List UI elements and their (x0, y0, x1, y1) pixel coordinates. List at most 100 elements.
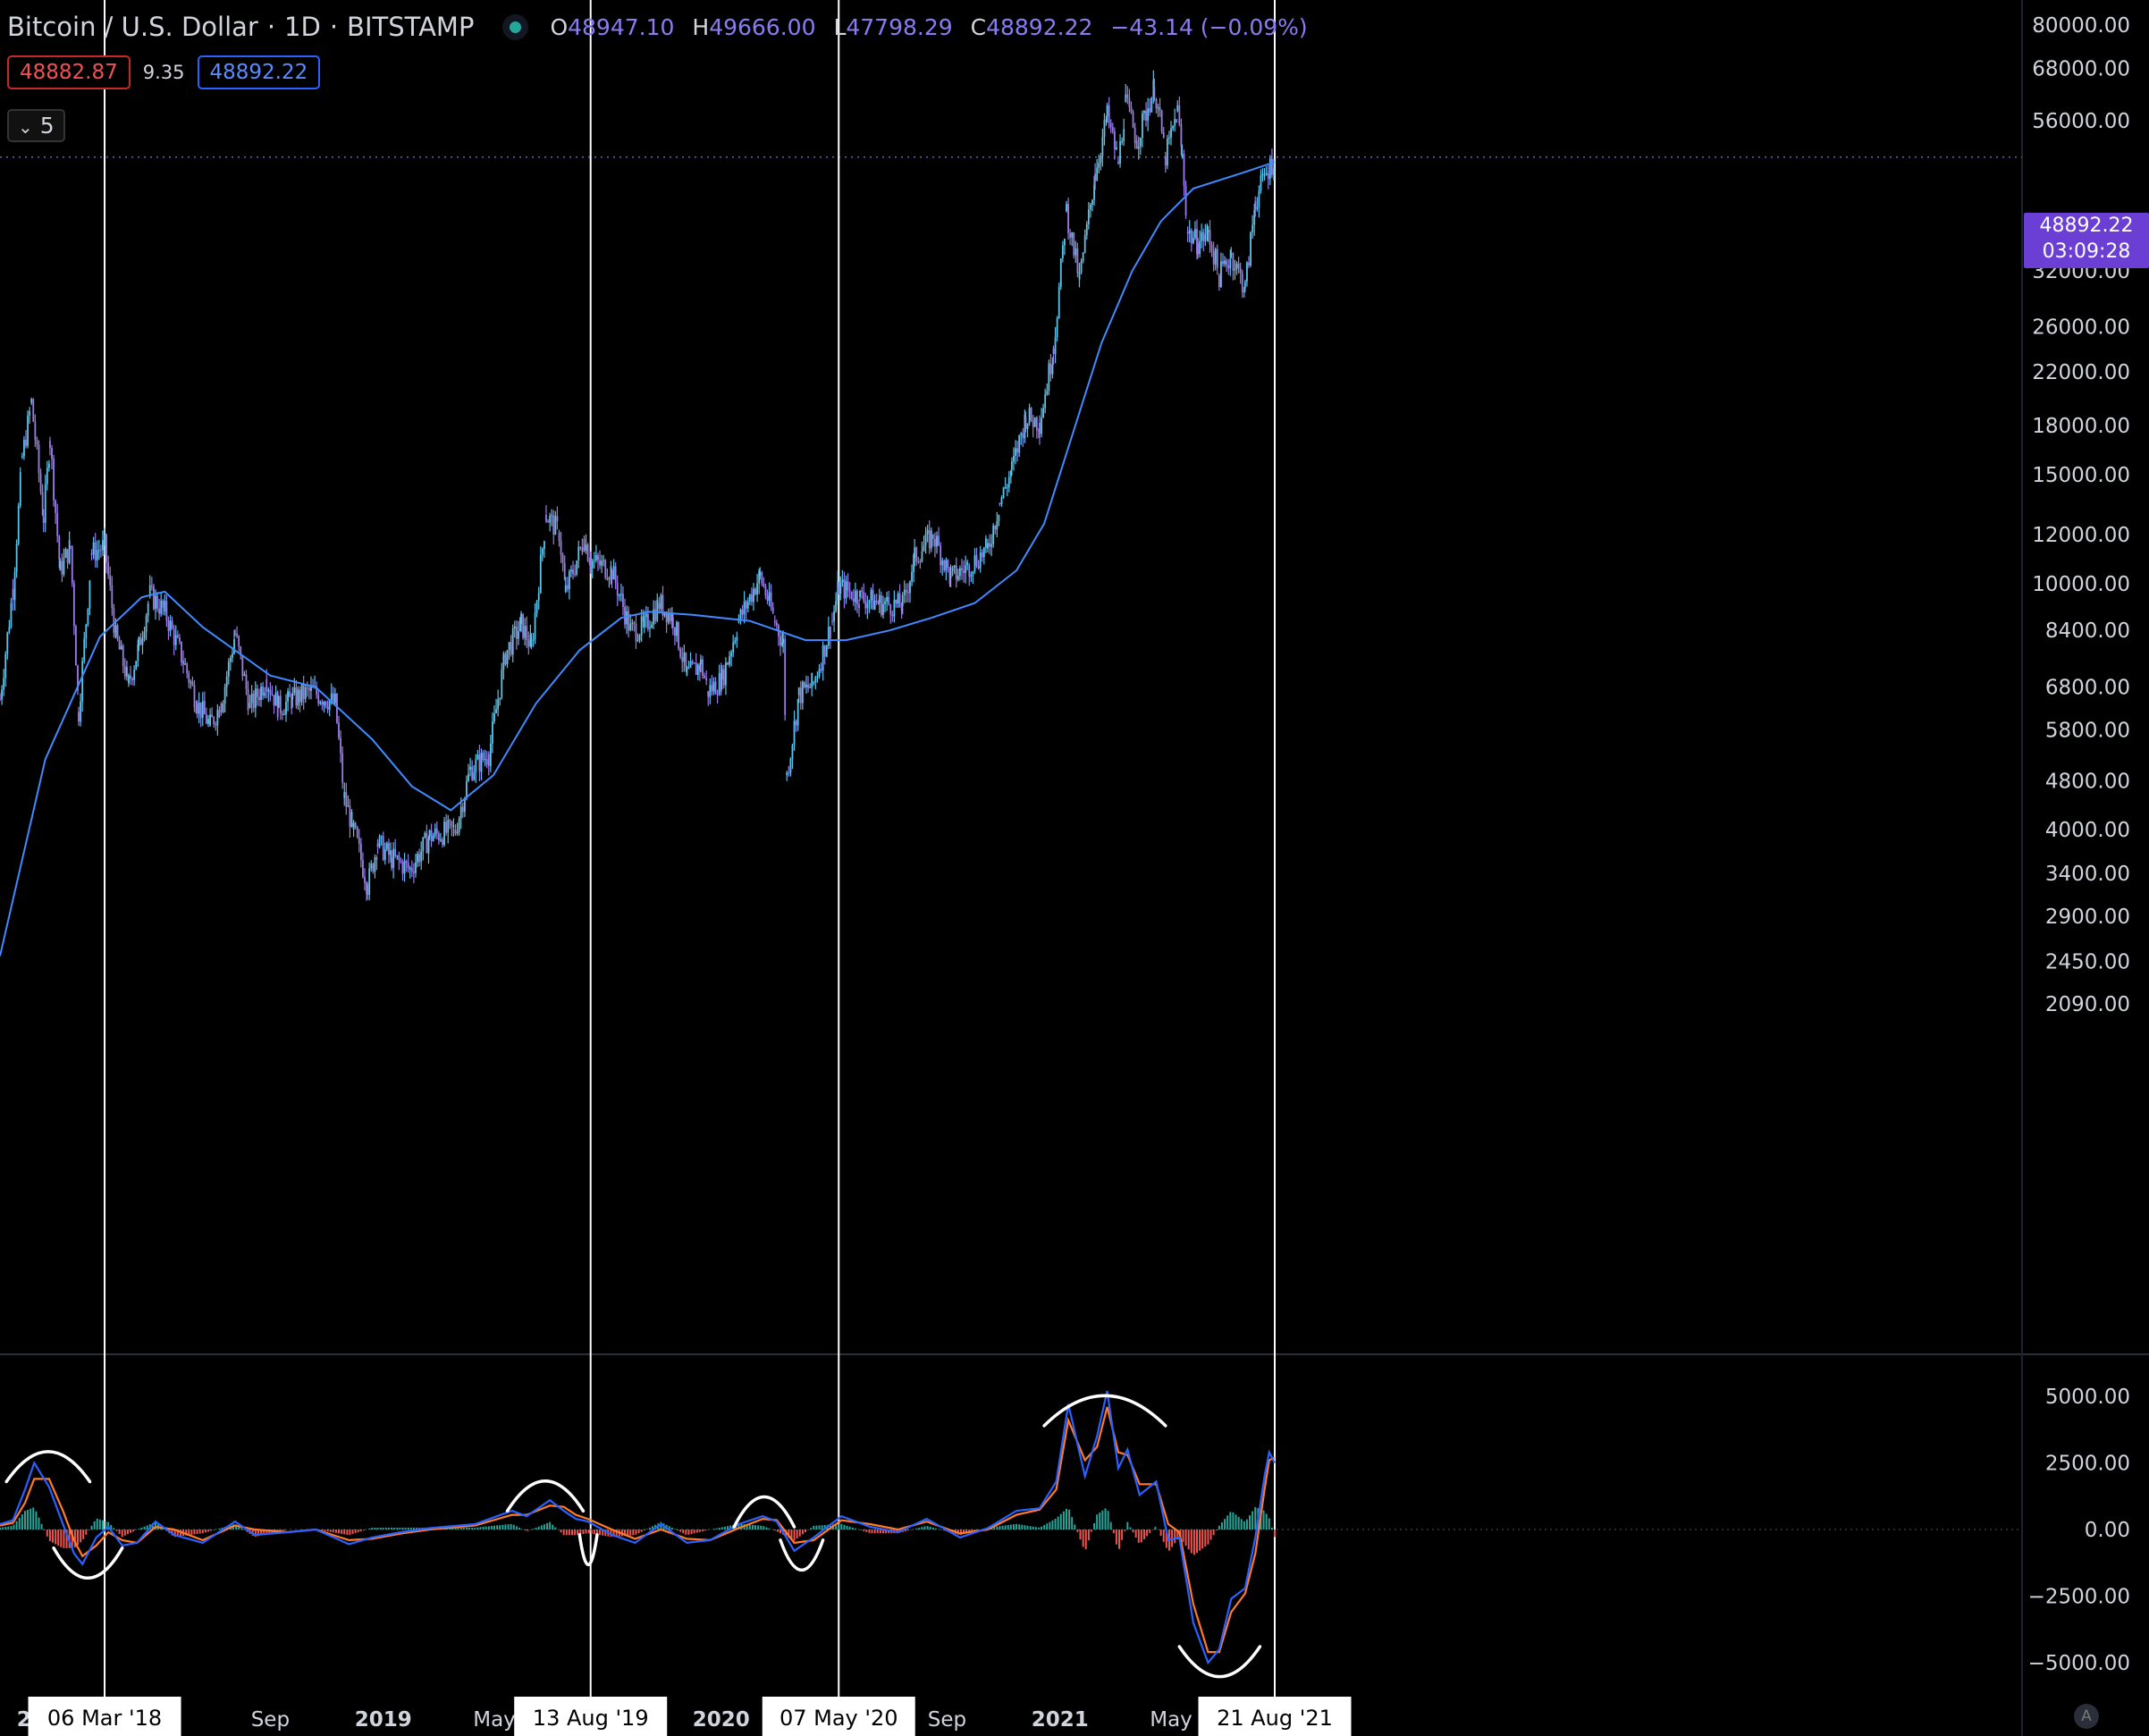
time-axis-tick: 2019 (355, 1708, 412, 1732)
candle-body (349, 805, 351, 828)
candle-body (1207, 230, 1209, 232)
candle-body (1033, 417, 1036, 427)
candle-body (424, 832, 426, 838)
candle-body (1133, 127, 1136, 144)
candle-body (153, 586, 155, 610)
indicator-count: 5 (39, 113, 55, 139)
candle-body (36, 440, 38, 445)
candle-body (957, 576, 959, 580)
candle-body (1260, 174, 1262, 191)
candle-body (866, 603, 869, 609)
candle-body (541, 549, 544, 555)
candle-body (96, 550, 98, 560)
candle-body (176, 635, 179, 638)
candle-body (299, 689, 301, 703)
exchange-label[interactable]: BITSTAMP (347, 12, 475, 42)
market-status-icon (510, 21, 522, 33)
candle-body (306, 687, 308, 688)
candle-body (456, 831, 459, 834)
candle-body (1013, 455, 1015, 462)
candle-body (564, 585, 567, 592)
candle-body (903, 589, 906, 595)
candle-body (1085, 223, 1088, 236)
candle-body (1170, 128, 1172, 138)
collapse-indicators-button[interactable]: ⌄ 5 (7, 109, 65, 142)
candle-body (85, 624, 88, 639)
candle-body (468, 773, 469, 781)
candle-body (380, 836, 383, 838)
candle-body (695, 662, 697, 675)
candle-body (265, 678, 268, 692)
candle-body (94, 542, 97, 560)
candle-body (1194, 229, 1196, 239)
candle-body (316, 686, 318, 695)
candle-body (1106, 105, 1108, 116)
candle-body (1197, 243, 1199, 255)
price-axis-tick: 2450.00 (2045, 950, 2130, 973)
candle-body (520, 613, 522, 625)
candle-body (3, 678, 5, 690)
time-axis-tick: May (473, 1708, 516, 1732)
auto-scale-button[interactable]: A (2074, 1704, 2099, 1729)
candle-body (589, 560, 592, 569)
candle-body (1143, 110, 1145, 114)
candle-body (686, 668, 688, 676)
candle-body (1111, 127, 1114, 131)
candle-body (1258, 190, 1260, 207)
candle-body (814, 677, 817, 683)
candle-body (10, 603, 13, 628)
symbol-title[interactable]: Bitcoin / U.S. Dollar (7, 12, 258, 42)
candle-body (478, 754, 481, 772)
candle-body (17, 505, 20, 544)
candle-body (394, 848, 397, 856)
price-axis-tick: 6800.00 (2045, 677, 2130, 700)
candle-body (539, 554, 542, 594)
candle-body (459, 806, 462, 819)
candle-body (1212, 251, 1215, 265)
candle-body (492, 721, 493, 744)
candle-body (109, 575, 112, 586)
candle-body (466, 780, 468, 799)
price-axis-tick: 4000.00 (2045, 819, 2130, 842)
candle-body (1142, 113, 1143, 139)
indicator-value-blue: 48892.22 (197, 55, 321, 89)
candle-body (30, 399, 33, 403)
candle-body (1016, 448, 1019, 453)
candle-body (653, 609, 655, 625)
candle-body (487, 754, 490, 766)
candle-body (597, 555, 599, 560)
candle-body (186, 663, 189, 673)
candle-body (773, 620, 776, 623)
interval-label[interactable]: 1D (284, 12, 321, 42)
candle-body (614, 566, 617, 584)
candle-body (201, 701, 204, 719)
candle-body (839, 582, 842, 594)
candle-body (811, 672, 813, 687)
candle-body (586, 544, 589, 561)
candle-body (741, 610, 744, 615)
candle-body (243, 674, 246, 677)
candle-body (392, 848, 395, 868)
candle-body (549, 515, 552, 523)
last-price-tag: 48892.22 03:09:28 (2024, 213, 2149, 268)
candle-body (179, 637, 181, 642)
candle-body (852, 598, 855, 603)
candle-body (936, 535, 938, 547)
candle-body (984, 538, 987, 548)
candle-body (1202, 232, 1205, 241)
candle-body (188, 672, 190, 683)
candle-body (1162, 131, 1165, 139)
chevron-down-icon: ⌄ (18, 116, 33, 138)
crosshair-date-label: 07 May '20 (780, 1706, 898, 1731)
candle-body (830, 627, 831, 639)
candle-body (795, 721, 797, 726)
candle-body (671, 618, 674, 628)
candle-body (451, 821, 453, 827)
candle-body (191, 681, 194, 686)
candle-body (359, 843, 362, 861)
candle-body (576, 560, 578, 575)
candle-body (506, 650, 509, 665)
candle-body (633, 622, 636, 624)
candle-body (529, 635, 532, 647)
